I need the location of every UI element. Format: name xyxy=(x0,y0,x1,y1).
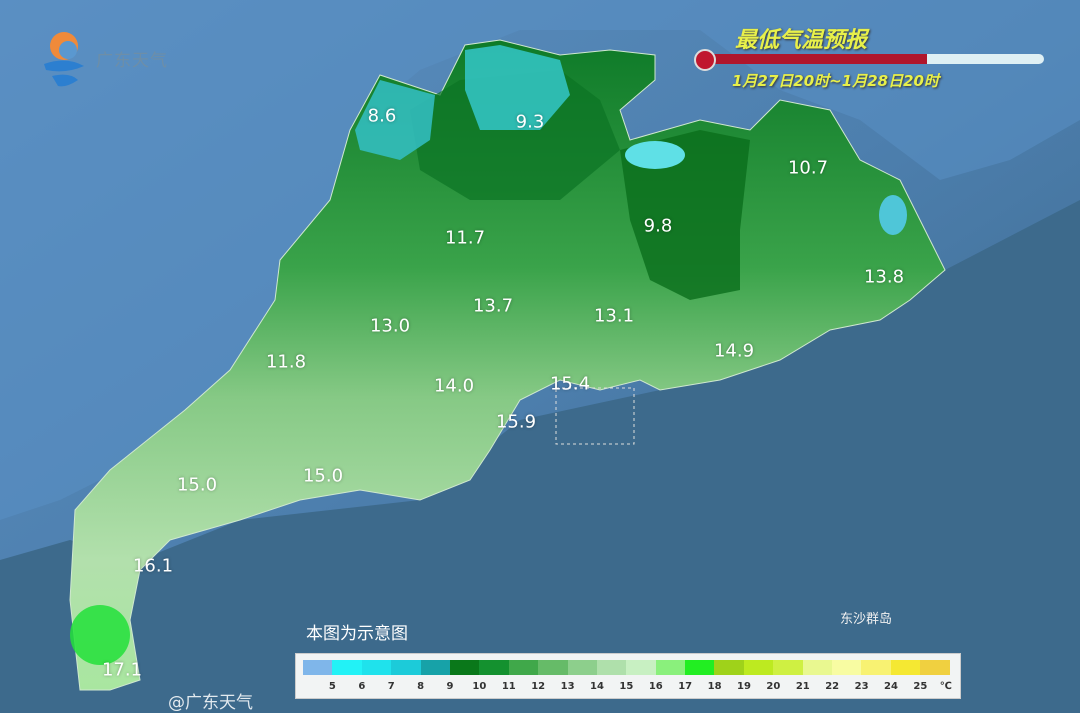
legend-tick: 15 xyxy=(619,681,634,692)
legend-tick: 13 xyxy=(560,681,575,692)
legend-tick: 19 xyxy=(737,681,751,692)
schematic-note: 本图为示意图 xyxy=(306,624,408,644)
temp-label: 9.8 xyxy=(643,215,673,237)
legend-tick: 14 xyxy=(590,681,604,692)
legend-tick: 25 xyxy=(913,681,928,692)
temp-label: 10.7 xyxy=(787,157,829,179)
legend-swatch xyxy=(861,660,891,675)
legend-swatch xyxy=(685,660,715,675)
legend-tick: 23 xyxy=(854,681,869,692)
temp-label: 13.8 xyxy=(863,266,905,288)
temp-label: 15.4 xyxy=(549,373,591,395)
legend-tick: 10 xyxy=(472,681,487,692)
legend-tick: 5 xyxy=(328,681,336,692)
legend-swatch xyxy=(890,660,921,675)
temp-label: 15.0 xyxy=(302,465,344,487)
legend-tick: 20 xyxy=(766,681,781,692)
legend-swatch xyxy=(479,660,509,675)
legend-swatch xyxy=(920,660,950,675)
hong-kong-macau-box xyxy=(555,387,635,445)
legend-ticks: 5 6 7 8 9 10 11 12 13 14 15 16 17 18 19 20 21 22 23 24 25 ℃ xyxy=(303,681,953,695)
legend-tick: 18 xyxy=(707,681,722,692)
legend-swatch xyxy=(449,660,480,675)
legend-swatch xyxy=(655,660,686,675)
temp-label: 17.1 xyxy=(101,659,143,681)
legend-swatches xyxy=(303,660,950,675)
temp-label: 16.1 xyxy=(132,555,174,577)
temp-label: 15.0 xyxy=(176,474,218,496)
legend-swatch xyxy=(391,660,421,675)
legend-tick: 16 xyxy=(648,681,663,692)
legend-unit: ℃ xyxy=(939,681,952,692)
legend-swatch xyxy=(332,660,362,675)
thermometer-bulb-icon xyxy=(694,49,716,71)
cold-patch xyxy=(465,45,570,130)
legend-tick: 12 xyxy=(531,681,546,692)
sun-wave-logo-icon xyxy=(44,32,84,87)
legend-swatch xyxy=(596,660,627,675)
legend-swatch xyxy=(773,660,803,675)
legend-tick: 7 xyxy=(387,681,395,692)
legend-swatch xyxy=(714,660,744,675)
sea xyxy=(0,200,1080,713)
dark-cold-zone xyxy=(410,70,620,200)
cold-patch xyxy=(355,80,435,160)
legend-swatch xyxy=(420,660,450,675)
cold-patch xyxy=(625,141,685,169)
legend-tick: 21 xyxy=(795,681,810,692)
dark-cold-zone xyxy=(620,130,750,300)
map-title: 最低气温预报 xyxy=(735,28,868,53)
legend-swatch xyxy=(538,660,568,675)
temp-label: 8.6 xyxy=(367,105,397,127)
legend-swatch xyxy=(567,660,597,675)
color-legend: 5 6 7 8 9 10 11 12 13 14 15 16 17 18 19 20 21 22 23 24 25 ℃ xyxy=(295,653,961,699)
legend-swatch xyxy=(303,660,333,675)
thermometer-bar xyxy=(700,54,1044,64)
watermark: @广东天气 xyxy=(168,693,253,713)
legend-swatch xyxy=(832,660,862,675)
temp-label: 9.3 xyxy=(515,111,545,133)
island-label: 东沙群岛 xyxy=(840,612,893,627)
temp-label: 11.8 xyxy=(265,351,307,373)
logo xyxy=(36,26,96,96)
thermometer-fill xyxy=(700,54,928,64)
temp-label: 11.7 xyxy=(444,227,486,249)
legend-tick: 6 xyxy=(358,681,366,692)
forecast-period: 1月27日20时~1月28日20时 xyxy=(732,72,939,90)
temp-label: 13.0 xyxy=(369,315,411,337)
temp-label: 15.9 xyxy=(495,411,537,433)
cold-patch xyxy=(879,195,907,235)
legend-swatch xyxy=(626,660,656,675)
legend-swatch xyxy=(743,660,774,675)
warm-patch xyxy=(70,605,130,665)
legend-swatch xyxy=(361,660,392,675)
neighbor-land xyxy=(0,0,1080,520)
legend-swatch xyxy=(802,660,833,675)
temp-label: 14.0 xyxy=(433,375,475,397)
temp-label: 13.7 xyxy=(472,295,514,317)
legend-tick: 24 xyxy=(884,681,898,692)
legend-tick: 11 xyxy=(501,681,516,692)
legend-tick: 17 xyxy=(678,681,693,692)
legend-tick: 8 xyxy=(417,681,425,692)
legend-tick: 9 xyxy=(446,681,454,692)
logo-text: 广东天气 xyxy=(96,51,168,71)
temp-label: 14.9 xyxy=(713,340,755,362)
temp-label: 13.1 xyxy=(593,305,635,327)
legend-tick: 22 xyxy=(825,681,840,692)
legend-swatch xyxy=(508,660,539,675)
